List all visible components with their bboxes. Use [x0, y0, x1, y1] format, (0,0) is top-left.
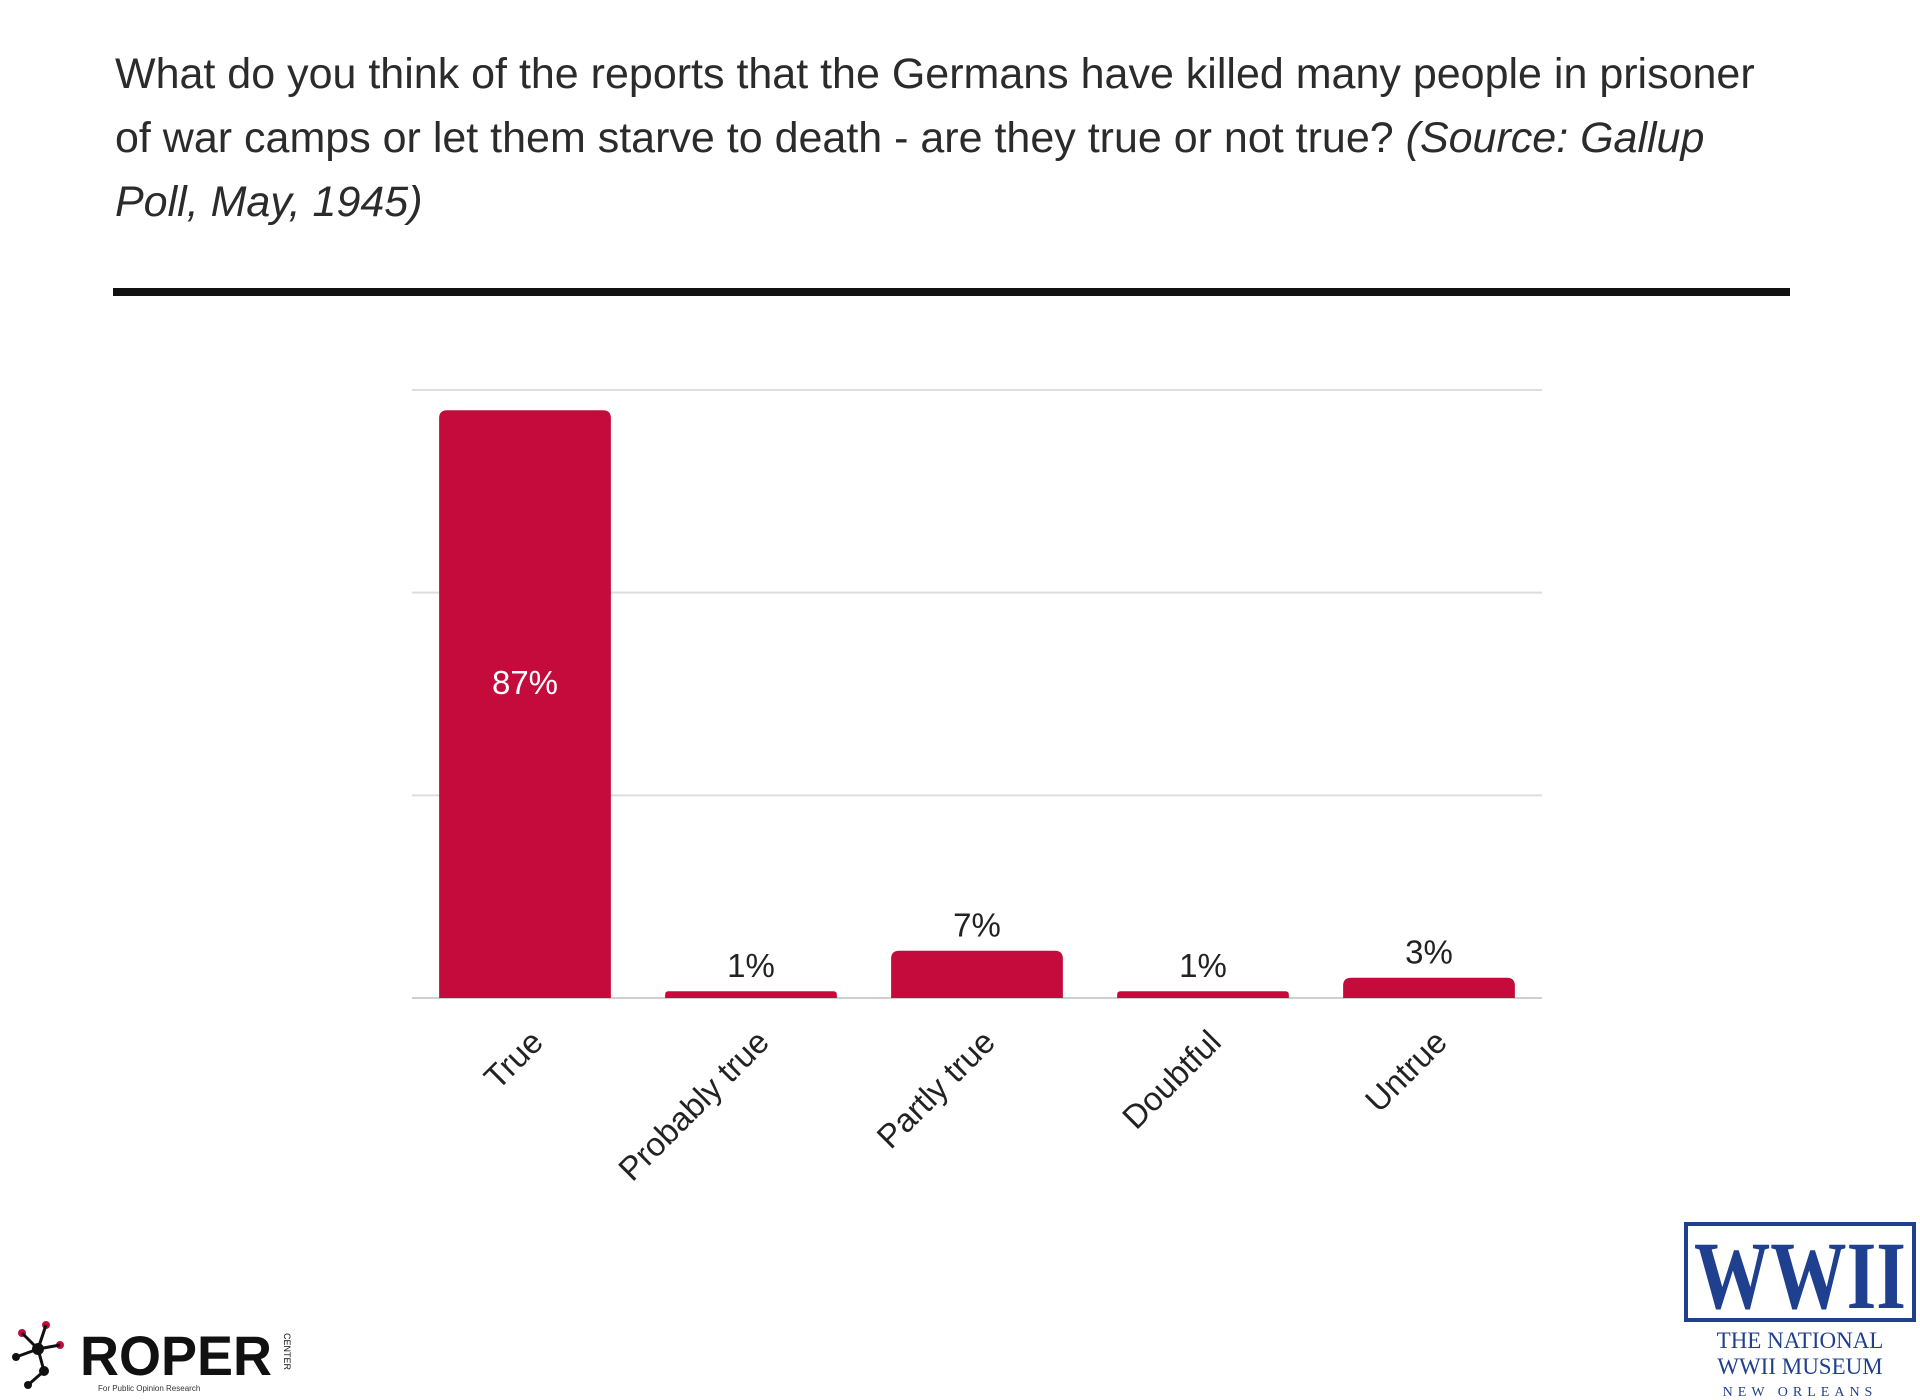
category-label: Doubtful [1115, 1023, 1228, 1136]
category-label: Partly true [869, 1023, 1002, 1156]
value-label: 7% [953, 907, 1001, 944]
value-label: 1% [1179, 947, 1227, 984]
category-label: Untrue [1358, 1023, 1454, 1119]
roper-tagline: For Public Opinion Research [98, 1384, 200, 1393]
bars [439, 410, 1515, 998]
category-labels: True Probably true Partly true Doubtful Untr… [477, 1023, 1454, 1188]
value-label: 87% [492, 664, 558, 701]
source-text: (Source: Gallup Poll, May, 1945) [115, 114, 1705, 226]
bar-doubtful [1117, 991, 1289, 998]
wwii-museum-logo: WWII THE NATIONAL WWII MUSEUM NEW ORLEAN… [1684, 1222, 1916, 1400]
bar-true [439, 410, 611, 998]
roper-center-logo: ROPER CENTER For Public Opinion Research [12, 1321, 292, 1393]
roper-wordmark: ROPER [80, 1324, 272, 1387]
title-divider [113, 288, 1790, 296]
question-text: What do you think of the reports that th… [115, 50, 1755, 162]
bar-probably-true [665, 991, 837, 998]
value-label: 1% [727, 947, 775, 984]
value-labels: 87% 1% 7% 1% 3% [492, 664, 1453, 984]
museum-line3: NEW ORLEANS [1723, 1385, 1878, 1400]
wwii-mark: WWII [1694, 1222, 1906, 1329]
museum-line1: THE NATIONAL [1717, 1328, 1884, 1353]
chart-question: What do you think of the reports that th… [115, 42, 1795, 234]
bar-untrue [1343, 977, 1515, 998]
museum-line2: WWII MUSEUM [1717, 1354, 1882, 1379]
value-label: 3% [1405, 934, 1453, 971]
roper-molecule-icon [12, 1321, 64, 1389]
bar-chart: 87% 1% 7% 1% 3% True Probably true Partly true… [412, 389, 1542, 1188]
category-label: True [477, 1023, 550, 1096]
roper-side-text: CENTER [282, 1333, 292, 1371]
bar-partly-true [891, 950, 1063, 998]
category-label: Probably true [611, 1023, 776, 1188]
